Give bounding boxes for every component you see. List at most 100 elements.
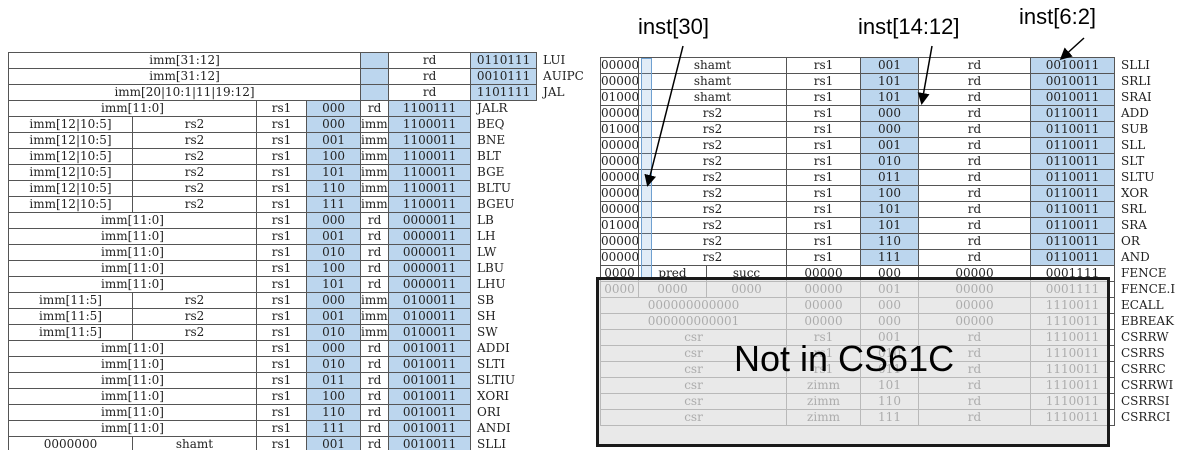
encoding-field: imm[11:5] [8, 308, 133, 325]
encoding-field: rs1 [256, 196, 307, 213]
instruction-mnemonic: BNE [477, 133, 506, 147]
encoding-field: 011 [860, 169, 919, 186]
instruction-row: 0000000rs2rs1110rd0110011OR [600, 233, 1181, 250]
encoding-field: rs1 [786, 201, 861, 218]
instruction-mnemonic: OR [1121, 234, 1140, 248]
instruction-mnemonic: SLTI [477, 357, 506, 371]
not-in-cs61c-region [596, 277, 1110, 447]
encoding-field: rd [360, 388, 390, 405]
encoding-field: rs1 [256, 356, 307, 373]
encoding-field: 010 [305, 244, 362, 261]
instruction-mnemonic: BGEU [477, 197, 515, 211]
instruction-mnemonic: AND [1121, 250, 1150, 264]
instruction-mnemonic: ANDI [477, 421, 511, 435]
encoding-field: imm[12|10:5] [8, 164, 133, 181]
instruction-mnemonic: LB [477, 213, 494, 227]
instruction-mnemonic: SH [477, 309, 496, 323]
encoding-field: 0100000 [600, 121, 639, 138]
encoding-field: rs2 [638, 185, 787, 202]
encoding-field [360, 52, 390, 69]
encoding-field: imm[11:0] [8, 276, 257, 293]
encoding-field: 0000011 [388, 228, 472, 245]
encoding-field: 111 [305, 420, 362, 437]
encoding-field: 0100011 [388, 308, 472, 325]
encoding-field: rs2 [132, 180, 257, 197]
encoding-field: 0000011 [388, 276, 472, 293]
instruction-mnemonic: SLLI [477, 437, 506, 451]
instruction-mnemonic: SLTU [1121, 170, 1155, 184]
encoding-field: 1100011 [388, 116, 472, 133]
encoding-field: 001 [305, 132, 362, 149]
instruction-mnemonic: ORI [477, 405, 501, 419]
encoding-field [360, 84, 390, 101]
encoding-field: 0000000 [600, 105, 639, 122]
encoding-field: 0110011 [1030, 137, 1115, 154]
encoding-field: rs1 [256, 164, 307, 181]
encoding-field: imm[11:0] [8, 372, 257, 389]
encoding-field: 110 [305, 180, 362, 197]
encoding-field: 0010011 [388, 404, 472, 421]
encoding-field: 0100000 [600, 89, 639, 106]
inst14-12-arrow [917, 45, 933, 105]
encoding-field: rd [918, 73, 1031, 90]
encoding-field: 0110011 [1030, 201, 1115, 218]
instruction-mnemonic: LH [477, 229, 496, 243]
encoding-field: 0110011 [1030, 249, 1115, 266]
instruction-mnemonic: LUI [543, 53, 566, 67]
encoding-field: 0010011 [388, 388, 472, 405]
encoding-field: 1100011 [388, 132, 472, 149]
encoding-field: 0010011 [1030, 57, 1115, 74]
instruction-mnemonic: SLL [1121, 138, 1146, 152]
encoding-field: 111 [860, 249, 919, 266]
encoding-field: 000 [305, 340, 362, 357]
encoding-field: 0000000 [600, 169, 639, 186]
encoding-field: 0010011 [388, 420, 472, 437]
instruction-mnemonic: SRA [1121, 218, 1147, 232]
encoding-field: rs2 [638, 201, 787, 218]
base-instruction-table-left: imm[31:12] rd 0110111 LUI imm[31:12] rd 001011… [7, 52, 589, 453]
encoding-field: 1100011 [388, 196, 472, 213]
instruction-mnemonic: ECALL [1121, 298, 1164, 312]
encoding-field: rs1 [256, 276, 307, 293]
instruction-row: imm[12|10:5]rs2rs1000imm[4:1|11]1100011B… [8, 116, 589, 133]
encoding-field: rd [360, 212, 390, 229]
encoding-field: 001 [860, 57, 919, 74]
inst6-2-label: inst[6:2] [1019, 4, 1097, 29]
inst30-arrow [644, 45, 684, 187]
encoding-field: imm[4:1|11] [360, 148, 390, 165]
instruction-mnemonic: FENCE [1121, 266, 1167, 280]
instruction-mnemonic: CSRRSI [1121, 394, 1170, 408]
instruction-mnemonic: SLLI [1121, 58, 1150, 72]
encoding-field: imm[4:1|11] [360, 116, 390, 133]
encoding-field: rs1 [256, 308, 307, 325]
encoding-field: 001 [305, 436, 362, 453]
encoding-field: 0010011 [388, 356, 472, 373]
encoding-field: 100 [305, 148, 362, 165]
instruction-mnemonic: SLTIU [477, 373, 516, 387]
encoding-field: imm[11:5] [8, 292, 133, 309]
encoding-field: imm[4:1|11] [360, 180, 390, 197]
encoding-field: rs1 [256, 340, 307, 357]
encoding-field: rs2 [132, 116, 257, 133]
instruction-mnemonic: SLT [1121, 154, 1145, 168]
instruction-mnemonic: BLT [477, 149, 501, 163]
encoding-field: rs1 [256, 436, 307, 453]
instruction-row: 0000000rs2rs1100rd0110011XOR [600, 185, 1181, 202]
encoding-field: imm[12|10:5] [8, 132, 133, 149]
instruction-mnemonic: SW [477, 325, 498, 339]
encoding-field: 0000011 [388, 212, 472, 229]
encoding-field: 101 [305, 164, 362, 181]
encoding-field: rs2 [638, 153, 787, 170]
encoding-field: 0110011 [1030, 233, 1115, 250]
instruction-mnemonic: JAL [543, 85, 565, 99]
instruction-mnemonic: CSRRWI [1121, 378, 1174, 392]
encoding-field: 0110011 [1030, 169, 1115, 186]
